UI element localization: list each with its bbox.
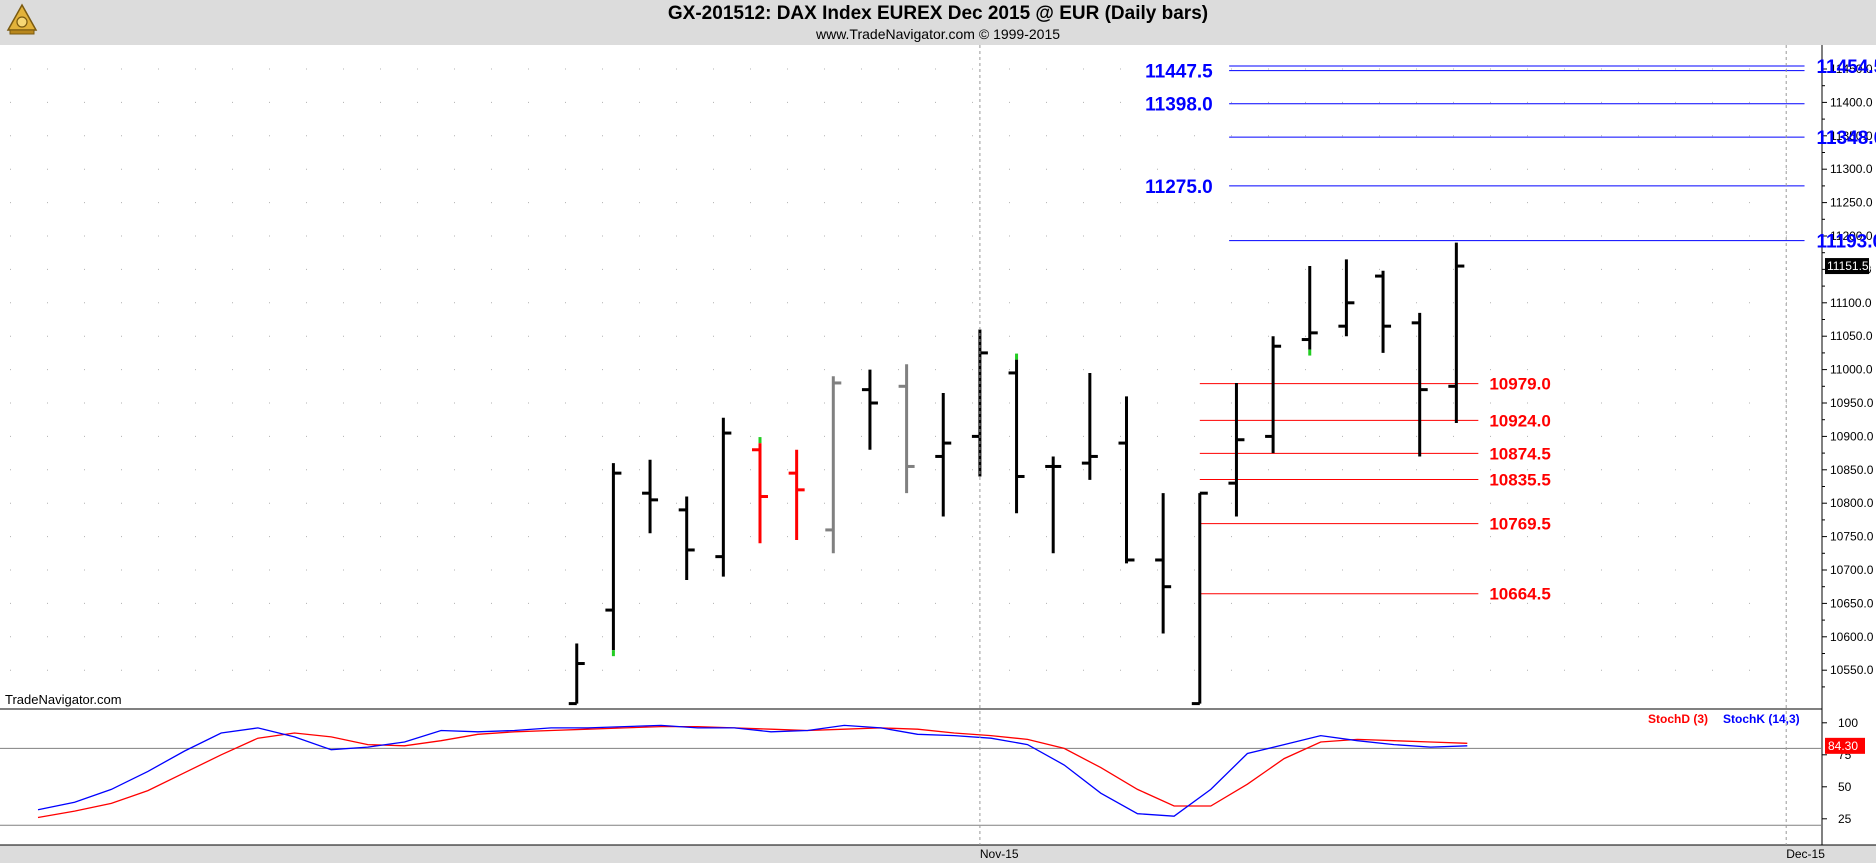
y-tick-label: 11400.0: [1830, 95, 1873, 109]
y-tick-label: 10550.0: [1830, 663, 1874, 677]
price-bars: [568, 242, 1465, 706]
y-tick-label: 10750.0: [1830, 530, 1874, 544]
price-levels: 11447.5 11454.5 11398.0 11348.0 11275.0 11193…: [1145, 57, 1876, 604]
date-axis: Nov-15 Dec-15: [979, 45, 1825, 861]
support-label: 10835.5: [1489, 470, 1550, 489]
resistance-label: 11398.0: [1145, 95, 1213, 116]
resistance-label: 11193.0: [1817, 232, 1876, 253]
resistance-label: 11275.0: [1145, 177, 1213, 198]
y-tick-label: 10850.0: [1830, 463, 1874, 477]
price-axis: 10550.0 10600.0 10650.0 10700.0 10750.0 10800…: [1822, 62, 1876, 688]
chart-title: GX-201512: DAX Index EUREX Dec 2015 @ EU…: [667, 3, 1209, 24]
y-tick-label: 11450.0: [1830, 62, 1873, 76]
y-tick-label: 11250.0: [1830, 196, 1873, 210]
stoch-value-label: 84.30: [1828, 739, 1858, 753]
y-tick-label: 11000.0: [1830, 363, 1873, 377]
y-tick-label: 10700.0: [1830, 563, 1874, 577]
support-label: 10769.5: [1489, 515, 1550, 534]
stoch-k-line: [37, 724, 1468, 817]
x-tick-label: Dec-15: [1786, 847, 1825, 861]
y-tick-label: 10950.0: [1830, 396, 1874, 410]
y-tick-label: 11050.0: [1830, 329, 1873, 343]
stoch-k-legend: StochK (14,3): [1723, 712, 1800, 726]
y-tick-label: 11350.0: [1830, 129, 1873, 143]
y-tick-label: 11200.0: [1830, 229, 1873, 243]
resistance-label: 11447.5: [1145, 62, 1213, 83]
x-tick-label: Nov-15: [980, 847, 1019, 861]
sextant-logo-icon: [6, 3, 38, 35]
chart-subtitle: www.TradeNavigator.com © 1999-2015: [815, 26, 1061, 42]
y-tick-label: 10900.0: [1830, 429, 1874, 443]
y-tick-label: 10650.0: [1830, 596, 1874, 610]
stoch-d-legend: StochD (3): [1648, 712, 1708, 726]
stoch-value-box: [1825, 737, 1865, 754]
support-label: 10874.5: [1489, 444, 1550, 463]
y-tick-label: 11300.0: [1830, 162, 1873, 176]
support-label: 10664.5: [1489, 585, 1550, 604]
chart-frame: [0, 45, 1876, 863]
stoch-y-label: 50: [1838, 780, 1852, 794]
stoch-y-label: 100: [1838, 716, 1858, 730]
y-tick-label: 11100.0: [1830, 296, 1872, 310]
resistance-label: 11454.5: [1817, 57, 1876, 78]
current-price-label: 11151.50: [1827, 259, 1876, 273]
chart-header: GX-201512: DAX Index EUREX Dec 2015 @ EU…: [0, 0, 1876, 45]
y-tick-label: 10600.0: [1830, 630, 1874, 644]
current-price-box: [1825, 258, 1869, 275]
stoch-y-label: 25: [1838, 812, 1852, 826]
date-axis-strip: [0, 845, 1876, 863]
y-tick-label: 10800.0: [1830, 496, 1874, 510]
support-label: 10924.0: [1489, 411, 1550, 430]
stoch-d-line: [37, 725, 1468, 819]
resistance-label: 11348.0: [1817, 128, 1876, 149]
price-grid: [10, 68, 1818, 671]
watermark: TradeNavigator.com: [5, 692, 122, 707]
support-label: 10979.0: [1489, 375, 1550, 394]
